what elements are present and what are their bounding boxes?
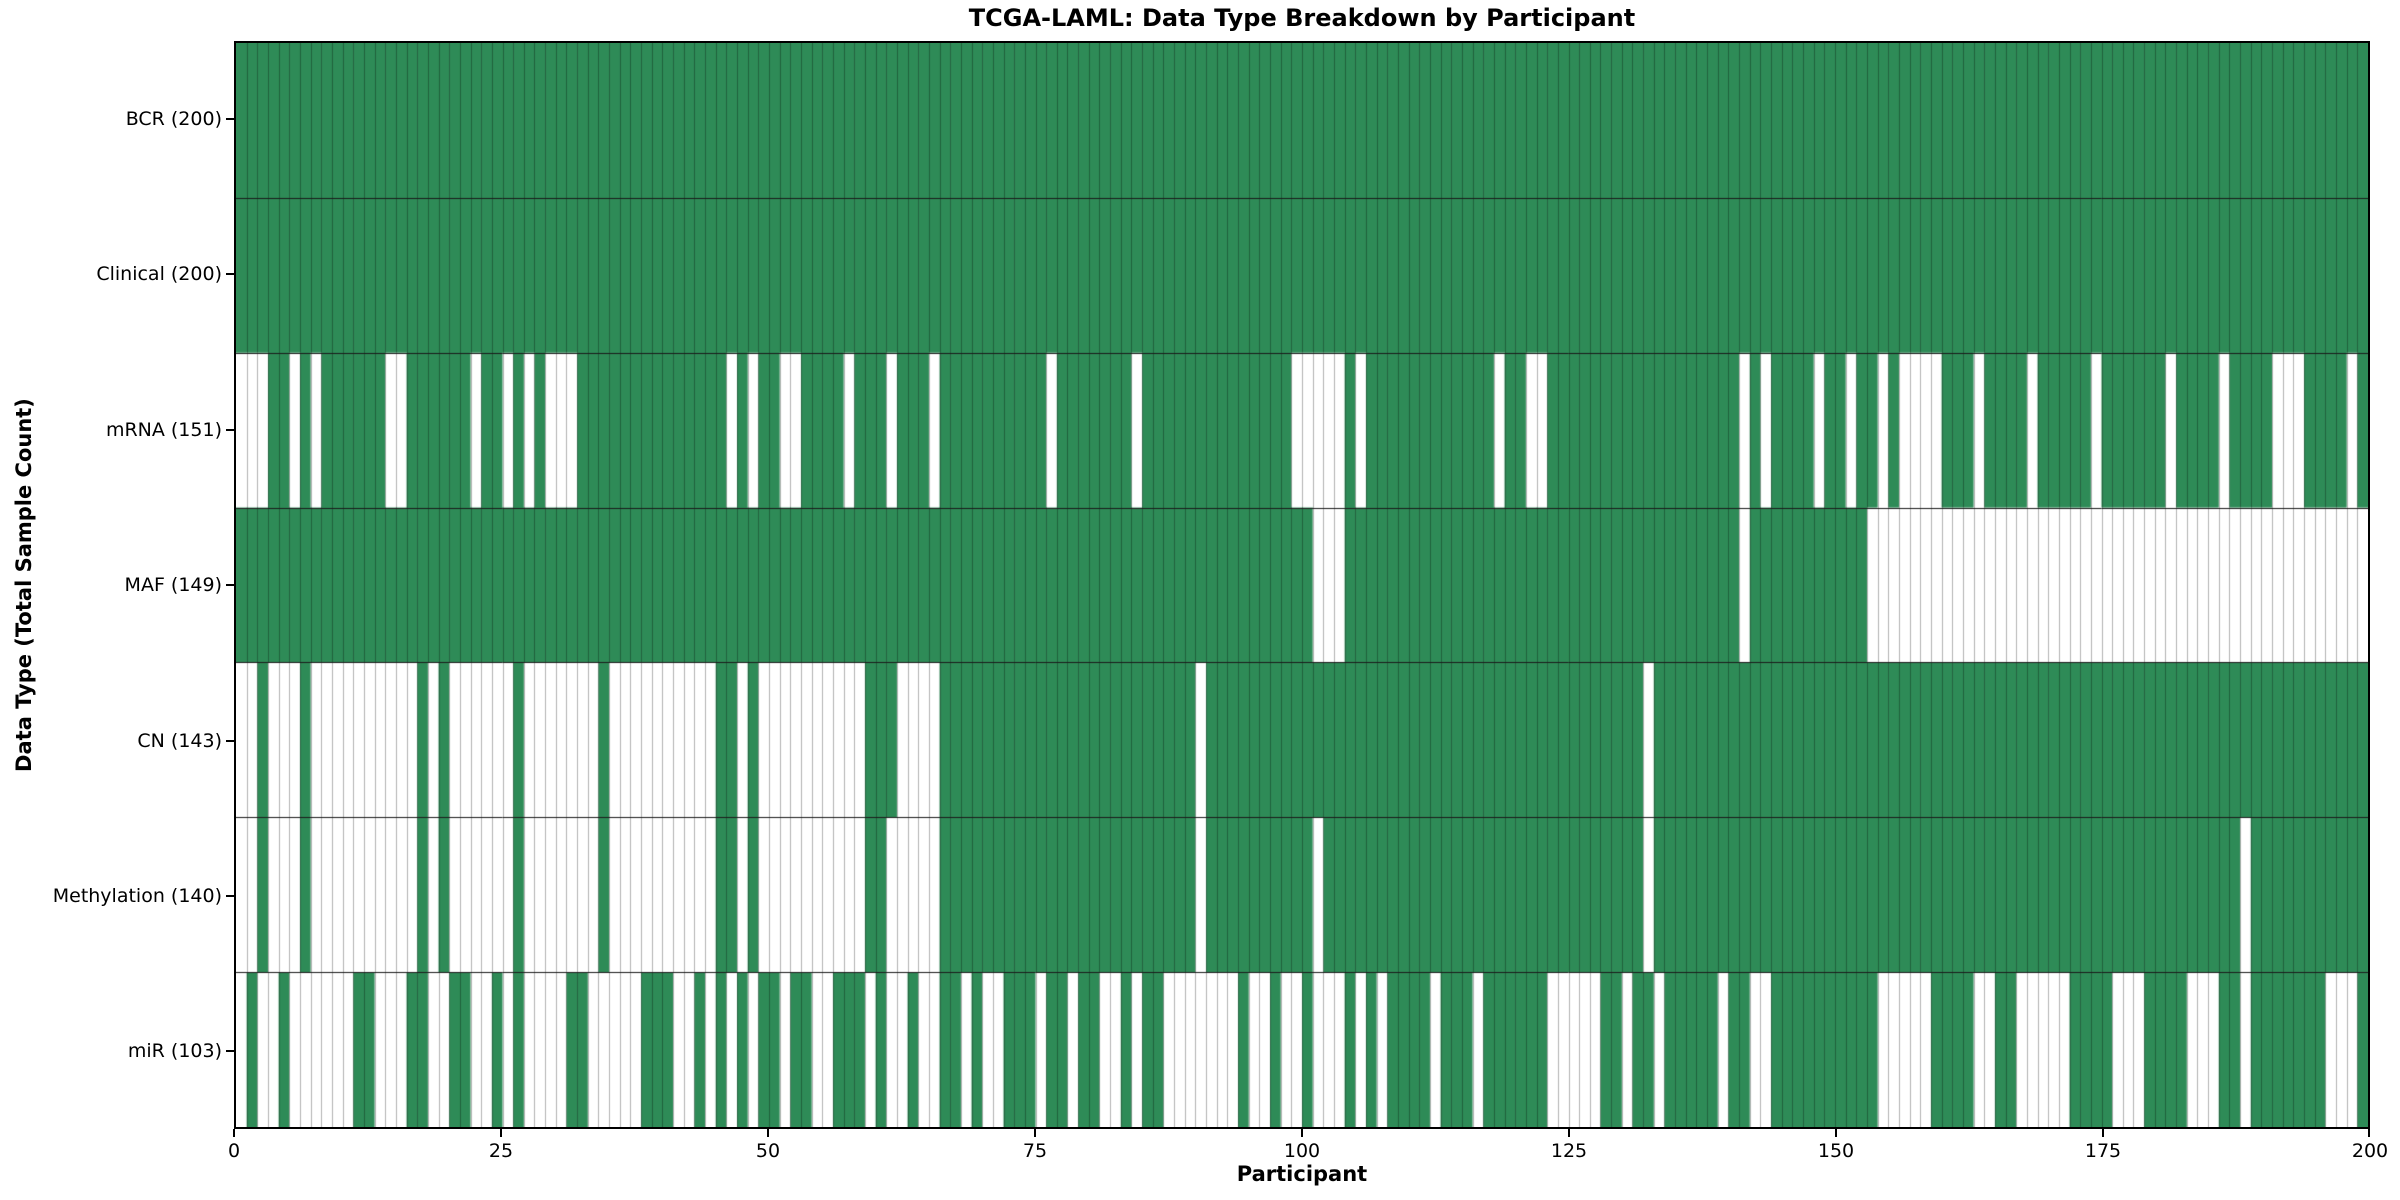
row-label-bcr: BCR (200) [125, 108, 222, 130]
x-tick-label-75: 75 [1022, 1140, 1048, 1162]
x-tickmark-75 [1034, 1129, 1036, 1137]
y-tick-maf [226, 584, 234, 586]
row-label-mrna: mRNA (151) [105, 419, 222, 441]
x-tick-label-150: 150 [1817, 1140, 1855, 1162]
x-tickmark-25 [500, 1129, 502, 1137]
plot-area: Present Absent [234, 41, 2370, 1129]
x-tick-label-100: 100 [1283, 1140, 1321, 1162]
x-tickmark-0 [233, 1129, 235, 1137]
x-tick-label-50: 50 [755, 1140, 781, 1162]
x-tick-label-0: 0 [227, 1140, 241, 1162]
row-label-mir: miR (103) [127, 1040, 222, 1062]
x-tick-label-175: 175 [2084, 1140, 2122, 1162]
x-tick-label-125: 125 [1550, 1140, 1588, 1162]
y-tick-clinical [226, 273, 234, 275]
x-tickmark-175 [2102, 1129, 2104, 1137]
x-axis-label: Participant [1236, 1162, 1368, 1186]
row-label-cn: CN (143) [137, 730, 222, 752]
y-tick-methylation [226, 895, 234, 897]
y-tick-cn [226, 740, 234, 742]
x-tickmark-125 [1568, 1129, 1570, 1137]
x-tick-label-25: 25 [488, 1140, 514, 1162]
x-tickmark-150 [1835, 1129, 1837, 1137]
row-label-methylation: Methylation (140) [52, 885, 222, 907]
row-label-maf: MAF (149) [124, 574, 222, 596]
x-tickmark-50 [767, 1129, 769, 1137]
y-tick-mrna [226, 429, 234, 431]
x-tickmark-100 [1301, 1129, 1303, 1137]
y-tick-mir [226, 1050, 234, 1052]
x-tick-label-200: 200 [2351, 1140, 2389, 1162]
row-label-clinical: Clinical (200) [96, 263, 222, 285]
x-tickmark-200 [2368, 1129, 2370, 1137]
chart-title: TCGA-LAML: Data Type Breakdown by Partic… [968, 4, 1636, 32]
heatmap-canvas [236, 43, 2368, 1127]
y-tick-bcr [226, 118, 234, 120]
